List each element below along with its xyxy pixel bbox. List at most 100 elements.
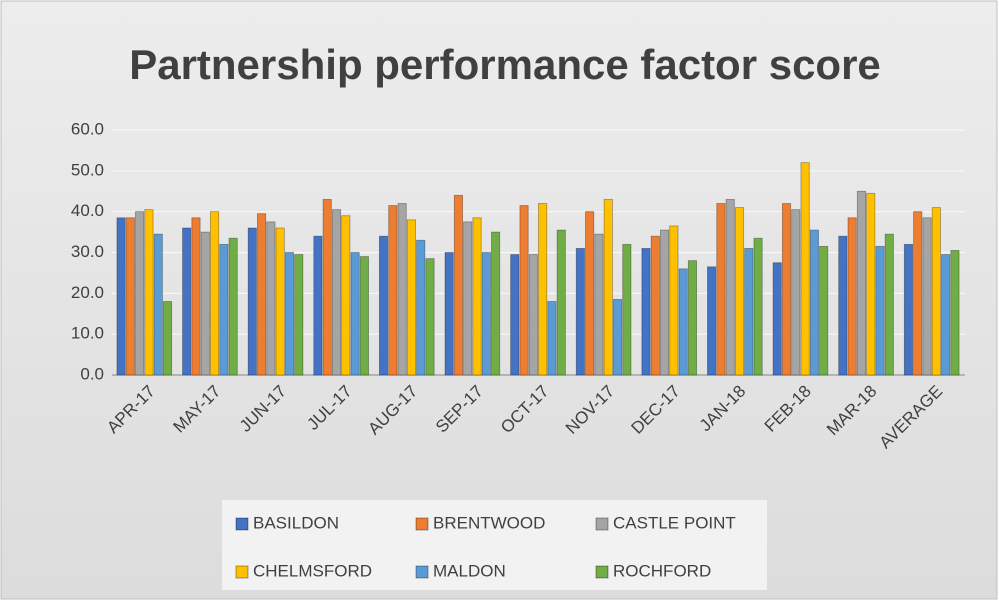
bar <box>884 233 894 376</box>
bar <box>603 199 613 376</box>
legend-swatch <box>415 565 429 579</box>
bar <box>678 268 688 376</box>
bar <box>378 235 389 376</box>
bar <box>669 225 679 376</box>
legend-label: BRENTWOOD <box>433 513 545 532</box>
legend-swatch <box>595 517 609 531</box>
bar <box>941 254 951 376</box>
bar <box>575 248 585 376</box>
bar <box>491 231 501 376</box>
bar <box>809 229 819 376</box>
legend-label: BASILDON <box>253 513 339 532</box>
bar <box>416 239 426 376</box>
bar <box>800 162 810 376</box>
bar <box>660 229 670 376</box>
bar <box>341 215 351 376</box>
legend-label: CHELMSFORD <box>253 561 372 580</box>
bar <box>125 217 135 376</box>
bar <box>922 217 932 376</box>
bar <box>153 233 163 376</box>
bar <box>547 301 557 376</box>
bar <box>856 190 866 376</box>
bar <box>847 217 857 376</box>
bar <box>116 217 126 376</box>
bar <box>913 211 923 376</box>
bar <box>135 211 145 376</box>
bar <box>284 252 295 376</box>
bar <box>191 217 201 376</box>
bar <box>613 299 623 376</box>
y-tick-label: 10.0 <box>71 324 104 343</box>
y-tick-label: 20.0 <box>71 283 104 302</box>
bar <box>444 252 454 376</box>
y-tick-label: 50.0 <box>71 160 104 179</box>
bar <box>725 199 735 376</box>
legend-label: ROCHFORD <box>613 561 711 580</box>
bar <box>275 227 285 376</box>
legend-label: MALDON <box>433 561 506 580</box>
bar <box>144 209 154 376</box>
bar <box>875 245 885 376</box>
bar <box>556 229 566 376</box>
legend-swatch <box>415 517 429 531</box>
bar <box>838 235 848 376</box>
bar <box>594 233 604 376</box>
bar <box>528 254 538 376</box>
bar <box>481 252 491 376</box>
bar <box>219 243 229 376</box>
bar <box>425 258 435 376</box>
bar <box>753 237 763 376</box>
bar <box>463 221 473 376</box>
bar <box>182 227 192 376</box>
bar <box>641 248 651 376</box>
bar <box>313 235 323 376</box>
bar <box>538 203 548 376</box>
bar <box>228 237 238 376</box>
bar <box>397 203 407 376</box>
chart-title: Partnership performance factor score <box>129 41 881 88</box>
bar <box>359 256 369 376</box>
bar <box>388 205 398 376</box>
legend-box <box>222 500 767 590</box>
bar <box>650 235 660 376</box>
bar <box>200 231 210 376</box>
bar <box>519 205 529 376</box>
y-tick-label: 0.0 <box>80 364 104 383</box>
bar <box>744 248 754 376</box>
legend-label: CASTLE POINT <box>613 513 736 532</box>
bar <box>162 301 173 376</box>
bar <box>734 207 745 376</box>
bar <box>294 254 304 376</box>
bar <box>585 211 595 376</box>
bar <box>472 217 482 376</box>
y-tick-label: 40.0 <box>71 201 104 220</box>
bar <box>257 213 267 376</box>
legend-swatch <box>235 517 249 531</box>
y-tick-label: 60.0 <box>71 119 104 138</box>
bar <box>772 262 782 376</box>
bar <box>687 260 698 376</box>
bar <box>950 250 960 376</box>
bar <box>791 209 801 376</box>
y-tick-label: 30.0 <box>71 242 104 261</box>
bar <box>350 252 360 376</box>
bar <box>210 211 220 376</box>
bar <box>622 243 632 376</box>
bar <box>322 199 332 376</box>
bar <box>331 209 342 376</box>
bar <box>781 203 792 376</box>
bar <box>510 254 520 376</box>
bar <box>707 266 717 376</box>
legend-swatch <box>595 565 609 579</box>
bar <box>819 245 829 376</box>
legend-swatch <box>235 565 249 579</box>
bar <box>247 227 257 376</box>
bar <box>406 219 416 376</box>
bar <box>866 192 876 376</box>
bar <box>266 221 276 376</box>
bar <box>716 203 726 376</box>
bar <box>903 243 914 376</box>
bar <box>453 194 463 376</box>
bar <box>931 207 941 376</box>
